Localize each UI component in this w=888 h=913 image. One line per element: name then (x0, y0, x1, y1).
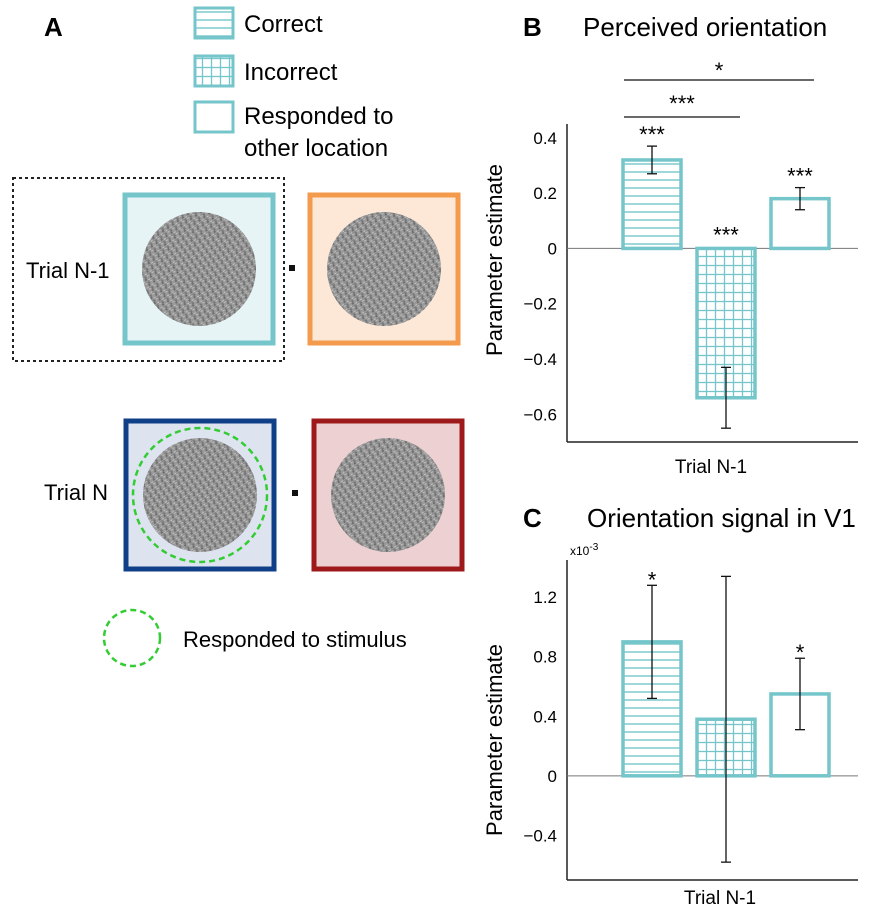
chart-b-comparison-label-0: *** (669, 91, 695, 116)
trial-curr-right-grating (331, 438, 445, 552)
legend-label-other-line2: other location (244, 135, 388, 162)
chart-c-ytick-label: 1.2 (533, 588, 557, 607)
legend-label-other: Responded to (244, 103, 393, 130)
trial-prev-fixation-dot (289, 265, 295, 271)
legend-item-other: Responded to other location (193, 100, 393, 162)
panel-c-letter: C (523, 503, 542, 533)
chart-b-bar-0 (621, 158, 683, 251)
panel-b-title: Perceived orientation (583, 12, 827, 42)
panel-c-scale-exponent: -3 (589, 542, 598, 553)
trial-prev-dashed-box (12, 177, 285, 362)
panel-a: A Correct Incorrect Responded to other l… (12, 6, 465, 668)
legend-item-correct: Correct (193, 6, 323, 40)
chart-b-sig-2: *** (787, 164, 813, 189)
panel-b-ylabel: Parameter estimate (482, 164, 507, 356)
legend-swatch-correct (193, 6, 235, 40)
chart-b-ytick-label: −0.4 (523, 350, 557, 369)
panel-c-scale-base: x10 (570, 544, 590, 558)
trial-curr-left-grating (143, 438, 257, 552)
trial-prev-label: Trial N-1 (26, 258, 110, 283)
chart-c-sig-2: * (796, 640, 805, 665)
panel-c-scale-label: x10-3 (570, 542, 599, 558)
panel-b-letter: B (523, 12, 542, 42)
chart-c-ytick-label: −0.4 (523, 826, 557, 845)
trial-prev-right-grating (327, 212, 441, 326)
chart-c-ytick-label: 0.8 (533, 648, 557, 667)
trial-curr-response-circle (131, 426, 269, 564)
responded-legend-label: Responded to stimulus (183, 627, 407, 652)
legend: Correct Incorrect Responded to other loc… (193, 6, 393, 162)
panel-c-title: Orientation signal in V1 (587, 503, 856, 533)
trial-prev-left-grating (142, 212, 256, 326)
panel-c-xlabel: Trial N-1 (684, 888, 756, 909)
chart-b-ytick-label: 0 (548, 239, 557, 258)
legend-label-correct: Correct (244, 11, 323, 38)
panel-c-ylabel: Parameter estimate (482, 644, 507, 836)
trial-curr-fixation-dot (292, 490, 298, 496)
legend-swatch-incorrect (193, 54, 235, 88)
legend-swatch-other (193, 100, 235, 134)
responded-legend-circle (102, 608, 162, 668)
chart-b-ytick-label: 0.4 (533, 129, 557, 148)
panel-b-chart: B Perceived orientation Parameter estima… (482, 12, 858, 478)
trial-curr-label: Trial N (44, 480, 108, 505)
panel-a-letter: A (44, 12, 63, 42)
chart-b-sig-0: *** (639, 122, 665, 147)
chart-c-sig-0: * (648, 567, 657, 592)
chart-b-sig-1: *** (713, 222, 739, 247)
chart-b-ytick-label: −0.6 (523, 405, 557, 424)
chart-c-ytick-label: 0 (548, 767, 557, 786)
chart-b-ytick-label: −0.2 (523, 295, 557, 314)
chart-b-bar-1 (695, 246, 757, 400)
chart-b-comparison-label-1: * (715, 58, 724, 83)
legend-label-incorrect: Incorrect (244, 59, 338, 86)
legend-item-incorrect: Incorrect (193, 54, 338, 88)
chart-b-ytick-label: 0.2 (533, 184, 557, 203)
panel-c-chart: C Orientation signal in V1 x10-3 Paramet… (482, 503, 858, 909)
chart-c-ytick-label: 0.4 (533, 707, 557, 726)
panel-b-xlabel: Trial N-1 (675, 457, 747, 478)
